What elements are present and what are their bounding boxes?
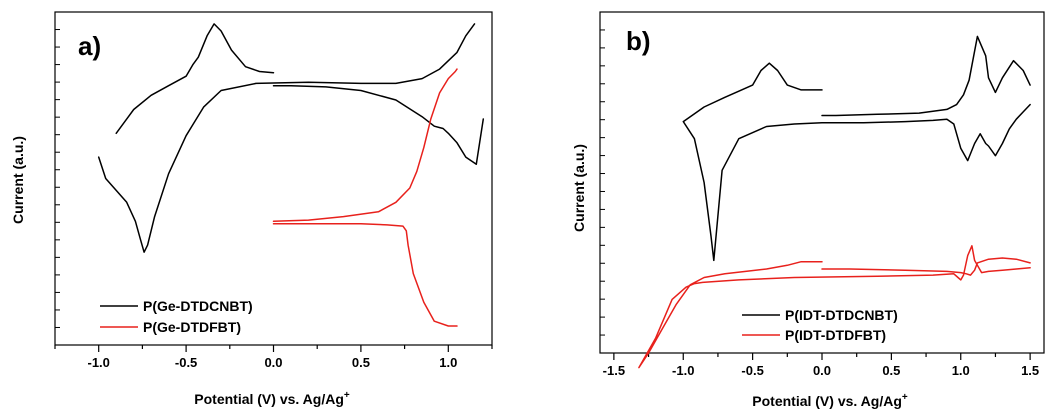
legend-label-b-0: P(IDT-DTDCNBT) [785,307,898,323]
series-group-a [97,23,485,327]
x-tick-label: -1.0 [672,363,694,378]
panel-a: -1.0 -0.5 0.0 0.5 1.0 a) Current (a.u.) Pote… [10,11,493,407]
plot-frame-b [599,11,1045,354]
x-tick-label: -0.5 [175,355,197,370]
x-tick-label: 0.0 [813,363,831,378]
x-tick-label: -0.5 [741,363,763,378]
x-axis-title-b: Potential (V) vs. Ag/Ag+ [752,392,908,409]
x-tick-label: 1.0 [952,363,970,378]
x-tick-label: -1.5 [603,363,625,378]
x-axis-title-text-a: Potential (V) vs. Ag/Ag [194,391,344,407]
series-line-a-1-seg-0 [272,68,458,223]
x-tick-label: 1.0 [439,355,457,370]
x-axis-title-text-b: Potential (V) vs. Ag/Ag [752,393,902,409]
tick-marks-a [54,29,493,352]
x-tick-label: 0.0 [264,355,282,370]
x-axis-title-sup-b: + [902,392,908,403]
x-tick-labels-a: -1.0 -0.5 0.0 0.5 1.0 [87,355,457,370]
x-axis-title-a: Potential (V) vs. Ag/Ag+ [194,390,350,407]
legend-label-a-0: P(Ge-DTDCNBT) [143,298,253,314]
plot-frame-a [54,11,493,346]
x-axis-title-sup-a: + [344,390,350,401]
legend-b: P(IDT-DTDCNBT) P(IDT-DTDFBT) [742,307,898,343]
series-line-a-0-seg-0 [115,23,275,135]
panel-label-a: a) [78,31,101,61]
legend-a: P(Ge-DTDCNBT) P(Ge-DTDFBT) [100,298,253,335]
series-line-b-1-seg-1 [821,257,1031,276]
series-line-b-1-seg-0 [638,245,1031,369]
series-group-b [638,35,1031,369]
panel-label-b: b) [626,26,651,56]
y-axis-title-b: Current (a.u.) [571,144,587,232]
legend-label-b-1: P(IDT-DTDFBT) [785,327,886,343]
series-line-a-0-seg-3 [272,84,485,165]
series-line-b-0-seg-1 [821,35,1031,117]
x-tick-label: 0.5 [882,363,900,378]
panel-b: -1.5 -1.0 -0.5 0.0 0.5 1.0 1.5 b) Current (a.u… [571,11,1045,409]
series-line-a-0-seg-1 [97,23,476,253]
legend-label-a-1: P(Ge-DTDFBT) [143,319,241,335]
series-line-b-0-seg-0 [682,62,1031,262]
x-tick-label: -1.0 [87,355,109,370]
x-tick-label: 0.5 [352,355,370,370]
y-axis-title-a: Current (a.u.) [10,136,26,224]
x-tick-label: 1.5 [1021,363,1039,378]
x-tick-labels-b: -1.5 -1.0 -0.5 0.0 0.5 1.0 1.5 [603,363,1039,378]
series-line-a-1-seg-1 [272,222,458,327]
tick-marks-b [600,29,1031,360]
